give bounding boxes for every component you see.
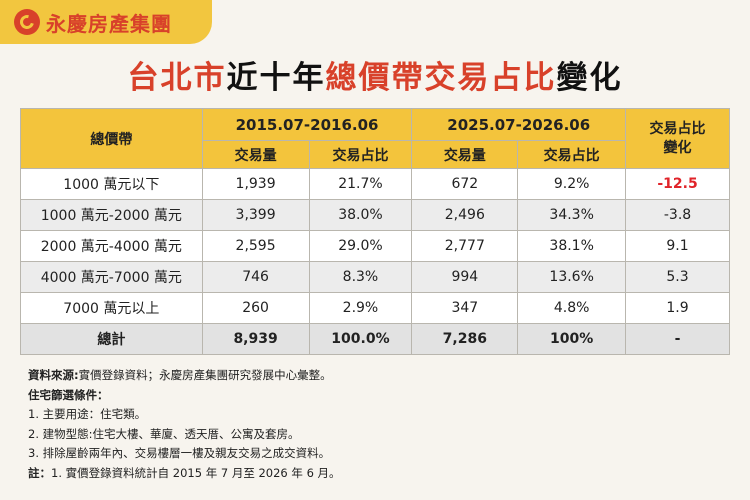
cell-change: 1.9	[625, 292, 730, 324]
header-period-1: 2015.07-2016.06	[201, 108, 413, 141]
source-text: 實價登錄資料；永慶房產集團研究發展中心彙整。	[78, 368, 332, 382]
criteria-item-1: 1. 主要用途：住宅類。	[28, 407, 147, 422]
cell-volume-2: 2,496	[411, 199, 519, 231]
cell-band: 2000 萬元-4000 萬元	[20, 230, 203, 262]
page-title: 台北市近十年總價帶交易占比變化	[0, 52, 750, 97]
total-volume-1: 8,939	[201, 323, 310, 355]
title-part-1: 台北市	[127, 60, 227, 96]
brand-banner: 永慶房產集團	[0, 0, 212, 44]
total-share-1: 100.0%	[308, 323, 413, 355]
cell-volume-1: 3,399	[201, 199, 310, 231]
total-change: -	[625, 323, 730, 355]
source-note: 資料來源:實價登錄資料；永慶房產集團研究發展中心彙整。	[28, 366, 341, 386]
table-row: 2000 萬元-4000 萬元 2,595 29.0% 2,777 38.1% …	[20, 230, 730, 262]
criteria-label: 住宅篩選條件：	[28, 387, 109, 402]
note-label: 註：	[28, 465, 51, 480]
source-label: 資料來源:	[28, 368, 79, 382]
total-label: 總計	[20, 323, 203, 355]
cell-change: -12.5	[625, 168, 730, 200]
cell-volume-2: 672	[411, 168, 519, 200]
subheader-share-2: 交易占比	[517, 140, 627, 169]
table-row: 1000 萬元以下 1,939 21.7% 672 9.2% -12.5	[20, 168, 730, 200]
total-volume-2: 7,286	[411, 323, 519, 355]
criteria-item-3: 3. 排除屋齡兩年內、交易樓層一樓及親友交易之成交資料。	[28, 446, 331, 461]
cell-share-1: 2.9%	[308, 292, 413, 324]
cell-band: 1000 萬元-2000 萬元	[20, 199, 203, 231]
table-row: 7000 萬元以上 260 2.9% 347 4.8% 1.9	[20, 292, 730, 324]
subheader-share-1: 交易占比	[308, 140, 413, 169]
cell-change: 9.1	[625, 230, 730, 262]
cell-share-1: 29.0%	[308, 230, 413, 262]
total-row: 總計 8,939 100.0% 7,286 100% -	[20, 323, 730, 355]
cell-share-2: 4.8%	[517, 292, 627, 324]
cell-band: 1000 萬元以下	[20, 168, 203, 200]
criteria-item-2: 2. 建物型態:住宅大樓、華廈、透天厝、公寓及套房。	[28, 426, 300, 441]
header-share-change: 交易占比變化	[625, 108, 730, 169]
cell-volume-2: 347	[411, 292, 519, 324]
cell-share-2: 38.1%	[517, 230, 627, 262]
cell-volume-1: 2,595	[201, 230, 310, 262]
header-share-change-label: 交易占比變化	[649, 120, 706, 156]
header-period-2: 2025.07-2026.06	[411, 108, 627, 141]
cell-band: 4000 萬元-7000 萬元	[20, 261, 203, 293]
brand-logo-icon	[14, 9, 40, 35]
cell-volume-1: 260	[201, 292, 310, 324]
header-price-band: 總價帶	[20, 108, 203, 169]
subheader-volume-2: 交易量	[411, 140, 519, 169]
total-share-2: 100%	[517, 323, 627, 355]
date-note: 註：1. 實價登錄資料統計自 2015 年 7 月至 2026 年 6 月。	[28, 464, 341, 484]
cell-band: 7000 萬元以上	[20, 292, 203, 324]
cell-volume-1: 1,939	[201, 168, 310, 200]
note-text: 1. 實價登錄資料統計自 2015 年 7 月至 2026 年 6 月。	[51, 465, 341, 480]
price-band-table: 總價帶 2015.07-2016.06 2025.07-2026.06 交易占比…	[20, 108, 730, 355]
cell-share-2: 9.2%	[517, 168, 627, 200]
cell-change: -3.8	[625, 199, 730, 231]
cell-volume-2: 2,777	[411, 230, 519, 262]
subheader-volume-1: 交易量	[201, 140, 310, 169]
cell-share-2: 34.3%	[517, 199, 627, 231]
brand-name: 永慶房產集團	[46, 11, 172, 36]
cell-share-1: 38.0%	[308, 199, 413, 231]
cell-volume-2: 994	[411, 261, 519, 293]
table-row: 4000 萬元-7000 萬元 746 8.3% 994 13.6% 5.3	[20, 261, 730, 293]
title-part-2: 近十年	[226, 60, 326, 96]
cell-share-2: 13.6%	[517, 261, 627, 293]
table-row: 1000 萬元-2000 萬元 3,399 38.0% 2,496 34.3% …	[20, 199, 730, 231]
footnotes: 資料來源:實價登錄資料；永慶房產集團研究發展中心彙整。 住宅篩選條件： 1. 主…	[28, 366, 341, 484]
title-part-4: 變化	[556, 60, 623, 96]
cell-volume-1: 746	[201, 261, 310, 293]
cell-share-1: 21.7%	[308, 168, 413, 200]
cell-change: 5.3	[625, 261, 730, 293]
cell-share-1: 8.3%	[308, 261, 413, 293]
title-part-3: 總價帶交易占比	[325, 60, 557, 96]
